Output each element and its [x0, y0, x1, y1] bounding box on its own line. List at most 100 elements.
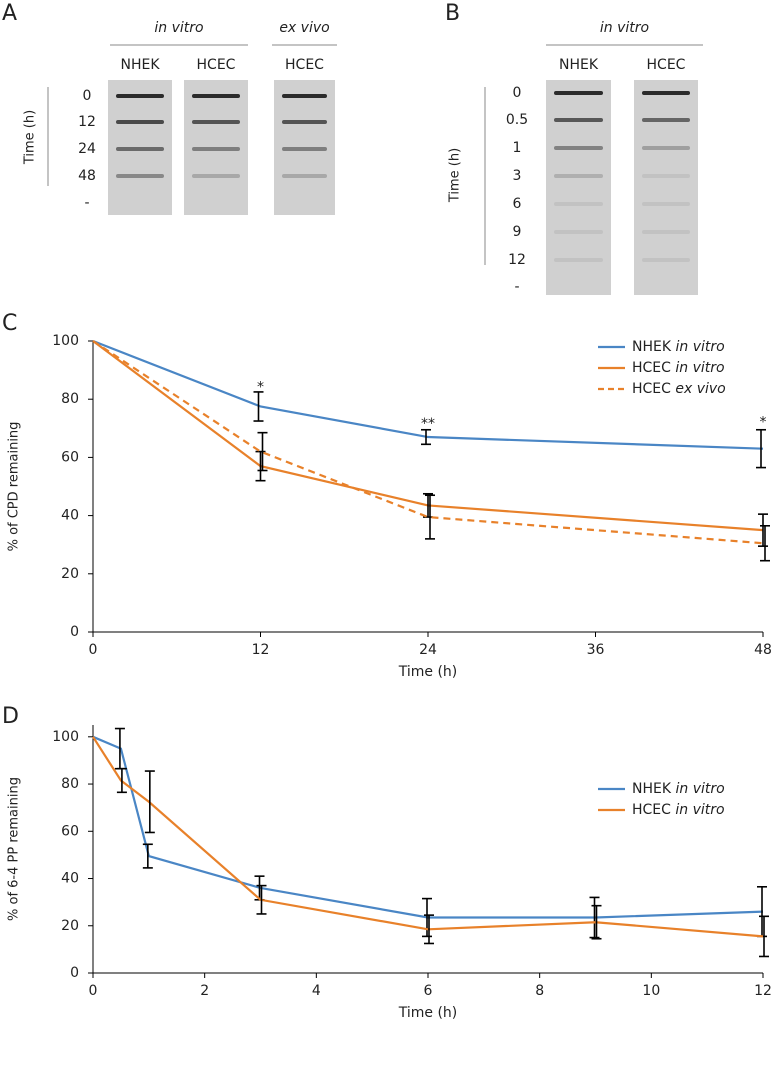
- x-tick-label: 36: [587, 642, 605, 658]
- x-axis-label: Time (h): [398, 1005, 458, 1021]
- y-tick-label: 100: [52, 333, 79, 349]
- error-bar: [256, 884, 267, 915]
- y-tick-label: 0: [70, 965, 79, 981]
- gel-band: [116, 120, 164, 124]
- row-label: 12: [78, 114, 96, 130]
- gel-band: [192, 174, 240, 178]
- row-label: 12: [508, 252, 526, 268]
- y-tick-label: 60: [61, 449, 79, 465]
- gel-band: [282, 94, 327, 98]
- y-tick-label: 20: [61, 566, 79, 582]
- x-tick-label: 12: [252, 642, 270, 658]
- row-label: -: [84, 195, 89, 211]
- error-bar: [425, 494, 435, 540]
- error-bar: [759, 915, 769, 958]
- gel-band: [192, 147, 240, 151]
- gel-band: [554, 202, 603, 206]
- gel-lane: [546, 80, 611, 295]
- legend-label: HCEC in vitro: [632, 360, 725, 376]
- panel-letter: C: [2, 311, 17, 336]
- y-tick-label: 100: [52, 729, 79, 745]
- gel-band: [282, 147, 327, 151]
- time-axis-label: Time (h): [23, 110, 38, 165]
- error-bar: [589, 896, 600, 939]
- group-label: in vitro: [154, 20, 203, 36]
- gel-band: [642, 230, 690, 234]
- error-bar: [756, 428, 766, 469]
- error-bar: [758, 513, 768, 547]
- gel-band: [282, 120, 327, 124]
- error-bar: [423, 492, 433, 518]
- gel-band: [554, 91, 603, 95]
- error-bar: [144, 770, 155, 834]
- legend-label: NHEK in vitro: [632, 339, 725, 355]
- error-bar: [257, 431, 268, 472]
- gel-band: [282, 174, 327, 178]
- row-label: 9: [513, 224, 522, 240]
- gel-band: [554, 118, 603, 122]
- row-label: 1: [513, 140, 522, 156]
- x-tick-label: 12: [754, 983, 772, 999]
- error-bar: [591, 904, 602, 940]
- error-bar: [142, 843, 153, 869]
- error-bar: [114, 727, 125, 770]
- y-tick-label: 0: [70, 624, 79, 640]
- error-bar: [421, 428, 431, 446]
- gel-band: [642, 174, 690, 178]
- gel-band: [116, 94, 164, 98]
- series-line: [92, 736, 764, 938]
- y-tick-label: 60: [61, 823, 79, 839]
- lane-label: NHEK: [120, 57, 160, 73]
- x-tick-label: 10: [642, 983, 660, 999]
- series-line: [92, 339, 764, 450]
- y-axis-label: % of 6-4 PP remaining: [7, 777, 22, 921]
- gel-band: [642, 91, 690, 95]
- lane-label: HCEC: [197, 57, 236, 73]
- error-bar: [424, 914, 434, 945]
- y-tick-label: 40: [61, 871, 79, 887]
- x-tick-label: 24: [419, 642, 437, 658]
- gel-band: [554, 174, 603, 178]
- series-line: [92, 735, 764, 919]
- x-tick-label: 2: [200, 983, 209, 999]
- group-label: ex vivo: [279, 20, 329, 36]
- x-tick-label: 8: [535, 983, 544, 999]
- gel-band: [642, 118, 690, 122]
- gel-lane: [634, 80, 698, 295]
- y-tick-label: 20: [61, 918, 79, 934]
- row-label: 6: [513, 196, 522, 212]
- panel-letter: B: [445, 1, 460, 26]
- row-label: 0.5: [506, 112, 528, 128]
- x-tick-label: 4: [312, 983, 321, 999]
- gel-band: [642, 146, 690, 150]
- row-label: 3: [513, 168, 522, 184]
- gel-band: [116, 147, 164, 151]
- lane-label: HCEC: [285, 57, 324, 73]
- x-tick-label: 48: [754, 642, 772, 658]
- error-bar: [255, 450, 266, 482]
- y-tick-label: 80: [61, 776, 79, 792]
- significance: **: [421, 416, 435, 432]
- gel-band: [554, 146, 603, 150]
- significance: *: [257, 380, 264, 396]
- gel-band: [116, 174, 164, 178]
- series-line: [92, 340, 764, 532]
- x-tick-label: 0: [89, 983, 98, 999]
- error-bar: [253, 391, 264, 422]
- row-label: 48: [78, 168, 96, 184]
- error-bar: [760, 524, 770, 562]
- panel-letter: D: [2, 704, 19, 729]
- legend-label: HCEC ex vivo: [632, 381, 726, 397]
- lane-label: HCEC: [647, 57, 686, 73]
- group-label: in vitro: [600, 20, 649, 36]
- legend-label: NHEK in vitro: [632, 781, 725, 797]
- gel-band: [642, 202, 690, 206]
- x-tick-label: 0: [89, 642, 98, 658]
- error-bar: [116, 767, 127, 794]
- panel-letter: A: [2, 1, 17, 26]
- gel-band: [554, 230, 603, 234]
- series-line: [92, 340, 764, 545]
- gel-band: [642, 258, 690, 262]
- legend-label: HCEC in vitro: [632, 802, 725, 818]
